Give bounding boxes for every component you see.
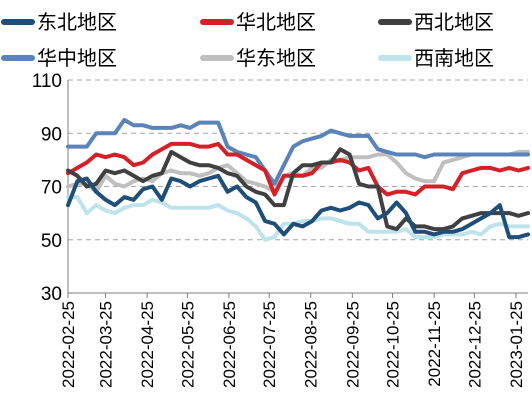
legend-item-1: 华北地区 bbox=[200, 10, 316, 34]
y-axis-ticks: 30 50 70 90 110 bbox=[32, 71, 62, 305]
series-line-3 bbox=[66, 117, 530, 186]
series-line-0 bbox=[66, 173, 530, 240]
x-tick-label: 2022-07-25 bbox=[260, 301, 279, 388]
legend-label: 东北地区 bbox=[37, 10, 117, 34]
x-tick-label: 2023-01-25 bbox=[507, 301, 526, 388]
legend-label: 西北地区 bbox=[414, 10, 494, 34]
legend-label: 华中地区 bbox=[37, 46, 117, 70]
x-tick-label: 2022-06-25 bbox=[220, 301, 239, 388]
y-tick-label: 110 bbox=[32, 71, 62, 92]
x-tick-label: 2022-10-25 bbox=[384, 301, 403, 388]
legend-label: 华北地区 bbox=[236, 10, 316, 34]
legend-item-3: 华中地区 bbox=[1, 46, 117, 70]
legend-item-2: 西北地区 bbox=[378, 10, 494, 34]
x-axis-ticks: 2022-02-25 2022-03-25 2022-04-25 2022-05-25… bbox=[59, 293, 526, 388]
x-tick-label: 2022-08-25 bbox=[302, 301, 321, 388]
x-tick-label: 2022-05-25 bbox=[178, 301, 197, 388]
series-line-2 bbox=[66, 147, 530, 232]
x-tick-label: 2022-02-25 bbox=[59, 301, 78, 388]
legend-item-0: 东北地区 bbox=[1, 10, 117, 34]
x-tick-label: 2022-03-25 bbox=[97, 301, 116, 388]
y-tick-label: 30 bbox=[41, 284, 62, 305]
legend-label: 西南地区 bbox=[414, 46, 494, 70]
series-lines bbox=[66, 117, 530, 242]
y-tick-label: 70 bbox=[41, 178, 62, 199]
legend-item-5: 西南地区 bbox=[378, 46, 494, 70]
legend-item-4: 华东地区 bbox=[200, 46, 316, 70]
y-tick-label: 50 bbox=[41, 231, 62, 252]
gridlines bbox=[68, 79, 528, 241]
x-tick-label: 2022-11-25 bbox=[425, 301, 444, 387]
series-line-5 bbox=[66, 195, 530, 242]
series-line-4 bbox=[66, 149, 530, 194]
series-line-1 bbox=[66, 141, 530, 197]
x-tick-label: 2022-09-25 bbox=[343, 301, 362, 388]
x-tick-label: 2022-12-25 bbox=[465, 301, 484, 388]
legend-label: 华东地区 bbox=[236, 46, 316, 70]
x-tick-label: 2022-04-25 bbox=[138, 301, 157, 388]
y-tick-label: 90 bbox=[41, 124, 62, 145]
